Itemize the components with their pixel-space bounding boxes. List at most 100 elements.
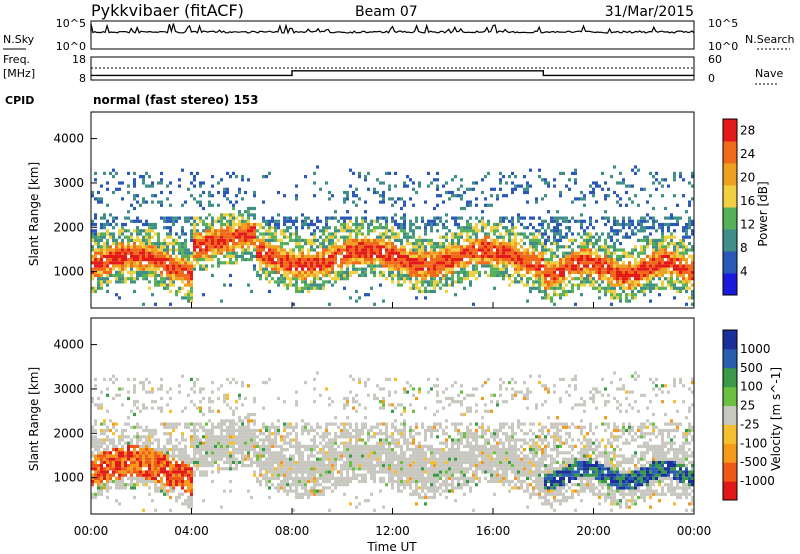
power-cell bbox=[568, 258, 571, 262]
velocity-cell bbox=[160, 460, 163, 464]
power-cell bbox=[670, 286, 673, 290]
power-cell bbox=[274, 251, 277, 255]
power-cell bbox=[559, 277, 562, 281]
power-cell bbox=[376, 178, 379, 182]
power-cell bbox=[514, 258, 517, 262]
velocity-cell bbox=[145, 470, 148, 474]
power-cell bbox=[670, 238, 673, 242]
power-cell bbox=[265, 258, 268, 262]
velocity-cell bbox=[193, 448, 196, 452]
velocity-cell bbox=[121, 486, 124, 490]
power-cell bbox=[472, 273, 475, 278]
power-cell bbox=[556, 273, 559, 278]
power-cell bbox=[118, 235, 121, 239]
power-cell bbox=[118, 245, 121, 249]
velocity-cell bbox=[301, 483, 304, 487]
power-cell bbox=[514, 267, 517, 271]
power-cell bbox=[640, 216, 643, 220]
power-cell bbox=[187, 248, 190, 252]
power-cell bbox=[418, 226, 421, 230]
velocity-cell bbox=[190, 435, 193, 439]
velocity-cell bbox=[226, 419, 229, 423]
velocity-cell bbox=[166, 422, 169, 426]
power-cell bbox=[97, 190, 100, 195]
power-cell bbox=[346, 267, 349, 271]
power-cell bbox=[481, 178, 484, 182]
power-cell bbox=[325, 261, 328, 265]
power-cell bbox=[241, 229, 244, 233]
power-cell bbox=[685, 251, 688, 255]
power-cell bbox=[508, 238, 511, 242]
power-cell bbox=[352, 229, 355, 233]
power-cell bbox=[682, 238, 685, 242]
velocity-cell bbox=[256, 464, 259, 468]
power-cell bbox=[631, 184, 634, 188]
power-cell bbox=[388, 171, 391, 175]
velocity-cell bbox=[199, 441, 202, 445]
power-cell bbox=[355, 235, 358, 239]
power-cell bbox=[556, 222, 559, 227]
velocity-cell bbox=[184, 454, 187, 458]
power-cell bbox=[466, 264, 469, 268]
power-cell bbox=[415, 251, 418, 255]
velocity-cell bbox=[163, 483, 166, 487]
power-cell bbox=[421, 267, 424, 271]
power-cell bbox=[373, 242, 376, 246]
power-cell bbox=[166, 216, 169, 220]
power-cell bbox=[454, 280, 457, 284]
power-cell bbox=[370, 264, 373, 268]
velocity-cell bbox=[199, 400, 202, 404]
power-cell bbox=[298, 258, 301, 262]
power-cell bbox=[493, 222, 496, 227]
power-cell bbox=[355, 226, 358, 230]
power-cell bbox=[106, 238, 109, 242]
power-cell bbox=[157, 254, 160, 258]
power-cell bbox=[163, 216, 166, 220]
power-cell bbox=[382, 264, 385, 268]
velocity-cell bbox=[115, 448, 118, 452]
power-cell bbox=[343, 248, 346, 252]
power-cell bbox=[688, 181, 691, 185]
power-cell bbox=[655, 254, 658, 258]
power-cell bbox=[466, 226, 469, 230]
velocity-cell bbox=[277, 419, 280, 423]
velocity-cell bbox=[301, 428, 304, 433]
power-cell bbox=[622, 254, 625, 258]
power-cell bbox=[475, 261, 478, 265]
power-cell bbox=[106, 229, 109, 233]
velocity-cell bbox=[208, 400, 211, 404]
power-cell bbox=[544, 181, 547, 185]
velocity-cell bbox=[145, 390, 148, 394]
velocity-cell bbox=[121, 464, 124, 468]
power-cell bbox=[340, 267, 343, 271]
power-cell bbox=[541, 226, 544, 230]
velocity-cell bbox=[112, 396, 115, 401]
velocity-cell bbox=[157, 454, 160, 458]
power-cell bbox=[622, 216, 625, 220]
power-cell bbox=[319, 283, 322, 287]
power-cell bbox=[688, 267, 691, 271]
power-cell bbox=[484, 258, 487, 262]
power-cell bbox=[625, 277, 628, 281]
power-cell bbox=[601, 248, 604, 252]
velocity-cell bbox=[220, 419, 223, 423]
power-cell bbox=[397, 235, 400, 239]
velocity-cell bbox=[115, 499, 118, 503]
power-cell bbox=[517, 242, 520, 246]
velocity-cell bbox=[151, 473, 154, 477]
power-cell bbox=[133, 254, 136, 258]
power-cell bbox=[331, 254, 334, 258]
velocity-cell bbox=[247, 441, 250, 445]
velocity-cell bbox=[277, 467, 280, 471]
power-cell bbox=[310, 254, 313, 258]
velocity-cell bbox=[127, 448, 130, 452]
velocity-cell bbox=[283, 476, 286, 480]
power-cell bbox=[220, 238, 223, 242]
velocity-cell bbox=[124, 467, 127, 471]
power-cell bbox=[103, 235, 106, 239]
velocity-cell bbox=[289, 444, 292, 448]
power-cell bbox=[421, 277, 424, 281]
power-cell bbox=[562, 171, 565, 175]
power-cell bbox=[163, 248, 166, 252]
